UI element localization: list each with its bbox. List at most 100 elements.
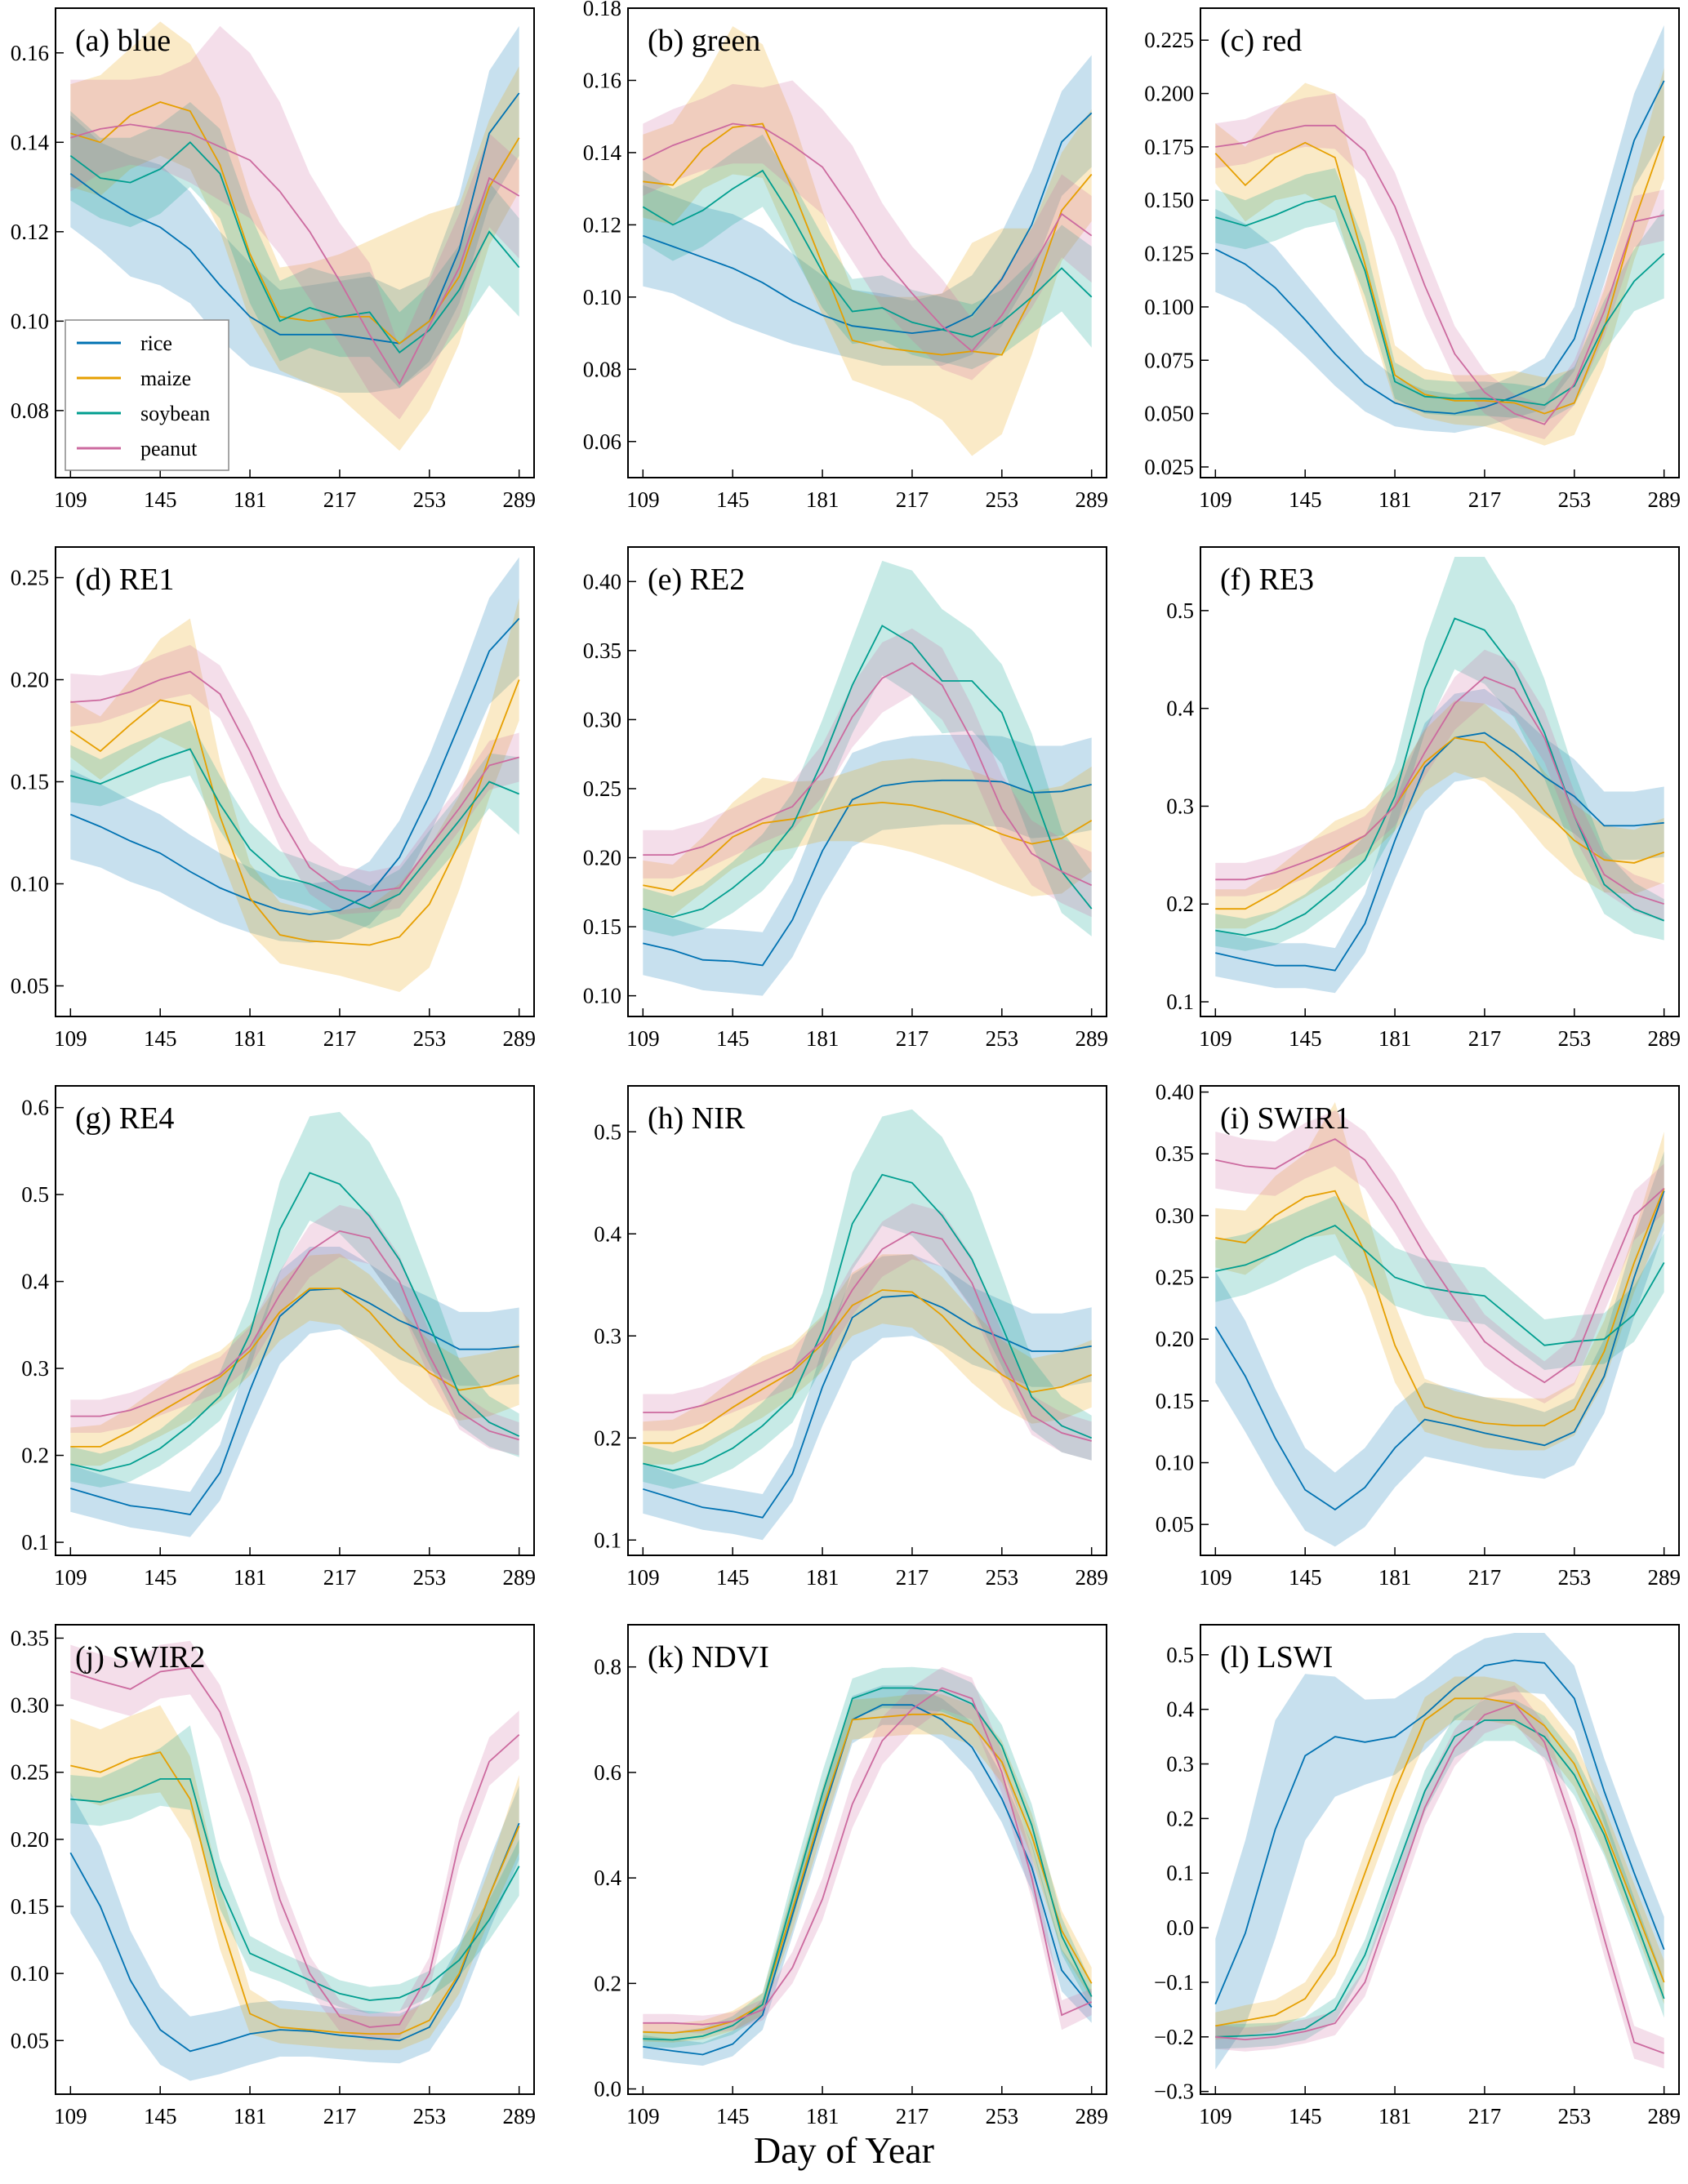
peanut-band-swir1: [1215, 1110, 1664, 1403]
soybean-line-green: [642, 169, 1093, 338]
soybean-line-blue: [69, 141, 520, 354]
y-tick-label-re4: 0.4: [21, 1270, 49, 1294]
x-tick-label-nir: 289: [1075, 1565, 1108, 1590]
y-tick-label-nir: 0.5: [594, 1119, 621, 1144]
peanut-line-re1: [70, 670, 519, 893]
x-tick-label-re4: 289: [502, 1565, 536, 1590]
axes-frame-ndvi: [627, 1624, 1107, 2095]
panel-re1: 109 145 181 217 253 289 0.05 0.10 0.15 0.20 0.25 (d…: [11, 546, 536, 1051]
soybean-line-nir: [643, 1173, 1093, 1472]
panel-title-red: (c) red: [1220, 24, 1302, 58]
panel-blue: 109 145 181 217 253 289 0.08 0.10 0.12 0.14 0.16 (a…: [11, 7, 536, 512]
soybean-band-swir2: [70, 1725, 519, 2014]
rice-line-swir2: [69, 1822, 520, 2053]
y-tick-label-ndvi: 0.4: [594, 1866, 621, 1890]
peanut-line-re3: [1215, 676, 1664, 905]
maize-line-lswi: [1215, 1697, 1665, 2027]
x-tick-label-green: 145: [716, 487, 750, 512]
soybean-band-lswi: [1215, 1699, 1664, 2049]
peanut-line-blue: [70, 123, 520, 385]
y-tick-label-green: 0.10: [583, 285, 621, 309]
y-tick-label-red: 0.150: [1144, 188, 1194, 212]
x-tick-label-re1: 145: [144, 1026, 177, 1051]
x-tick-label-swir1: 217: [1468, 1565, 1502, 1590]
y-tick-label-re4: 0.6: [21, 1096, 49, 1120]
y-tick-label-red: 0.050: [1144, 402, 1194, 426]
legend-label-soybean: soybean: [140, 402, 210, 425]
panel-re4: 109 145 181 217 253 289 0.1 0.2 0.3 0.4 0.5 0.6 (g) …: [21, 1085, 536, 1590]
y-tick-label-nir: 0.3: [594, 1323, 621, 1348]
panel-title-green: (b) green: [648, 24, 760, 58]
x-tick-label-green: 217: [896, 487, 929, 512]
x-tick-label-blue: 253: [413, 487, 447, 512]
x-tick-label-red: 253: [1558, 487, 1592, 512]
peanut-line-lswi: [1215, 1702, 1665, 2054]
y-tick-label-swir1: 0.10: [1156, 1451, 1194, 1475]
peanut-band-swir2: [70, 1640, 519, 2041]
y-tick-label-green: 0.12: [583, 212, 621, 237]
y-tick-label-re1: 0.20: [11, 668, 49, 692]
soybean-line-ndvi: [643, 1687, 1093, 2041]
axes-frame-re4: [55, 1085, 535, 1556]
y-tick-label-lswi: −0.3: [1154, 2079, 1194, 2104]
maize-band-re4: [70, 1253, 519, 1466]
y-tick-label-green: 0.06: [583, 429, 621, 454]
panel-title-lswi: (l) LSWI: [1220, 1640, 1333, 1675]
x-tick-label-lswi: 109: [1199, 2104, 1232, 2128]
legend-label-maize: maize: [140, 367, 191, 390]
y-tick-label-re1: 0.15: [11, 770, 49, 794]
rice-band-swir1: [1215, 1151, 1664, 1547]
rice-band-re3: [1215, 688, 1664, 994]
y-tick-label-swir2: 0.35: [11, 1626, 49, 1650]
y-tick-label-blue: 0.08: [11, 398, 49, 423]
panel-title-re1: (d) RE1: [75, 563, 174, 597]
x-tick-label-ndvi: 109: [626, 2104, 660, 2128]
y-tick-label-red: 0.075: [1144, 348, 1194, 372]
y-tick-label-red: 0.100: [1144, 295, 1194, 319]
x-tick-label-re1: 217: [323, 1026, 357, 1051]
x-tick-label-red: 289: [1647, 487, 1681, 512]
peanut-line-re4: [70, 1230, 519, 1441]
rice-band-blue: [70, 25, 519, 394]
y-tick-label-ndvi: 0.6: [594, 1760, 621, 1785]
panel-swir2: 109 145 181 217 253 289 0.05 0.10 0.15 0.20 0.25 0.…: [11, 1624, 536, 2128]
rice-band-re1: [70, 557, 519, 943]
y-tick-label-red: 0.125: [1144, 242, 1194, 266]
y-tick-label-nir: 0.2: [594, 1426, 621, 1450]
soybean-line-re2: [643, 625, 1093, 919]
x-tick-label-swir1: 145: [1289, 1565, 1322, 1590]
x-tick-label-nir: 217: [896, 1565, 929, 1590]
x-tick-label-swir2: 253: [413, 2104, 447, 2128]
maize-line-swir2: [70, 1751, 520, 2035]
y-tick-label-lswi: 0.0: [1166, 1915, 1194, 1940]
y-tick-label-re3: 0.3: [1166, 794, 1194, 818]
maize-line-re2: [643, 801, 1093, 892]
rice-band-green: [643, 55, 1092, 366]
maize-band-re1: [70, 598, 519, 992]
y-tick-label-nir: 0.4: [594, 1221, 621, 1246]
panel-re3: 109 145 181 217 253 289 0.1 0.2 0.3 0.4 0.5 (f) RE3: [1166, 546, 1681, 1051]
axes-frame-blue: [55, 7, 535, 478]
rice-line-red: [1214, 80, 1665, 415]
legend-label-peanut: peanut: [140, 437, 198, 460]
peanut-band-re1: [70, 645, 519, 914]
soybean-band-swir1: [1215, 1195, 1664, 1370]
y-tick-label-re1: 0.25: [11, 566, 49, 590]
peanut-band-nir: [643, 1203, 1092, 1461]
y-tick-label-swir2: 0.15: [11, 1894, 49, 1919]
legend: rice maize soybean peanut: [65, 319, 229, 471]
panel-title-re3: (f) RE3: [1220, 563, 1314, 597]
panel-title-swir1: (i) SWIR1: [1220, 1101, 1350, 1136]
soybean-line-re1: [70, 748, 520, 910]
y-tick-label-re2: 0.35: [583, 638, 621, 663]
x-tick-label-nir: 253: [986, 1565, 1019, 1590]
x-axis-label: Day of Year: [753, 2129, 934, 2171]
panel-re2: 109 145 181 217 253 289 0.10 0.15 0.20 0.25 0.30 0.…: [583, 546, 1108, 1051]
y-tick-label-blue: 0.10: [11, 309, 49, 333]
x-tick-label-ndvi: 289: [1075, 2104, 1108, 2128]
x-tick-label-re4: 109: [54, 1565, 87, 1590]
x-tick-label-swir2: 109: [54, 2104, 87, 2128]
rice-line-re1: [69, 617, 520, 915]
rice-line-re2: [643, 779, 1092, 967]
peanut-band-red: [1215, 93, 1664, 439]
